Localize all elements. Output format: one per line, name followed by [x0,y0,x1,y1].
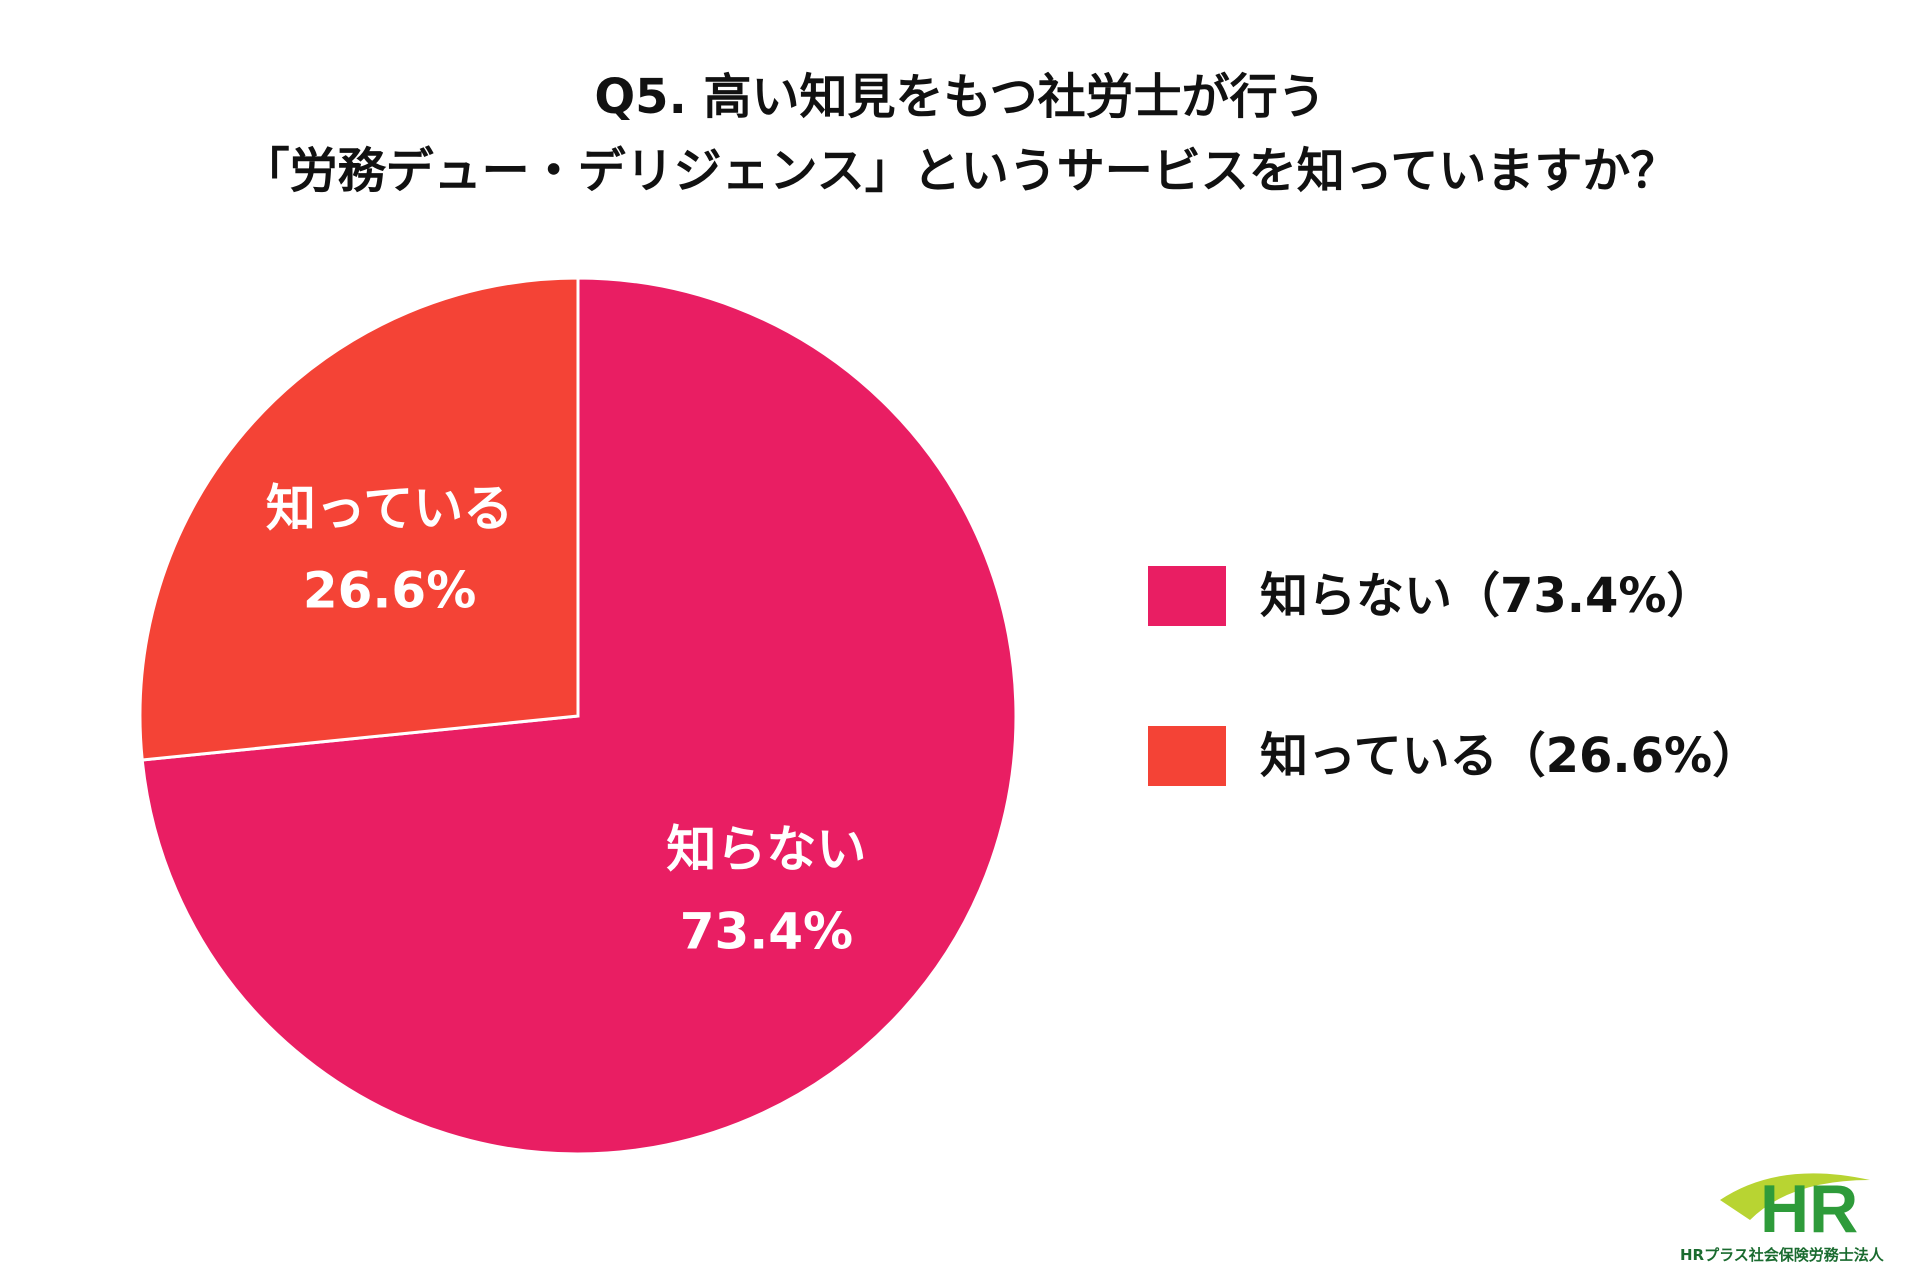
hr-logo-icon: HR [1720,1171,1870,1240]
chart-title-line-2: 「労務デュー・デリジェンス」というサービスを知っていますか？ [241,143,1679,199]
slice-label-shiranai: 知らない 73.4% [666,820,866,960]
logo-mark-text: HR [1760,1171,1858,1240]
legend-label-shiranai: 知らない（73.4%） [1260,568,1715,624]
chart-title: Q5. 高い知見をもつ社労士が行う 「労務デュー・デリジェンス」というサービスを… [0,60,1920,208]
slice-label-shitteiru: 知っている 26.6% [266,480,514,620]
slice-shitteiru [138,276,580,762]
legend-swatch-shitteiru [1148,726,1226,786]
legend-label-shitteiru: 知っている（26.6%） [1260,728,1761,784]
chart-title-line-1: Q5. 高い知見をもつ社労士が行う [594,69,1326,125]
legend-swatch-shiranai [1148,566,1226,626]
company-logo: HR HRプラス社会保険労務士法人 [1680,1160,1884,1270]
logo-company-name: HRプラス社会保険労務士法人 [1680,1246,1884,1264]
